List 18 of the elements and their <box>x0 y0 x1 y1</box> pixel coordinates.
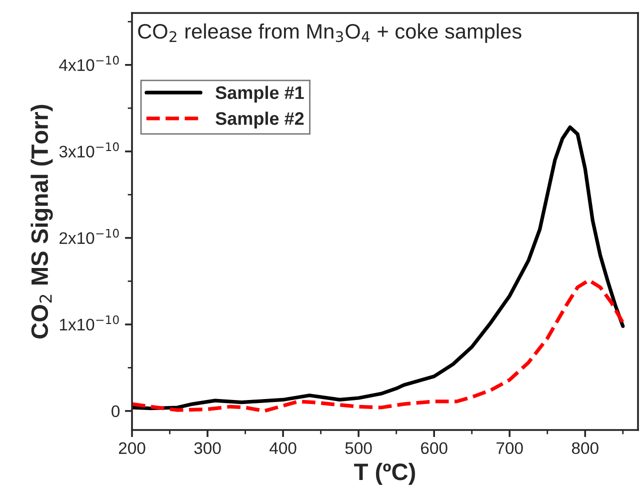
y-axis-title: CO$_{2}$ MS Signal (Torr) <box>30 104 53 338</box>
legend-label: Sample #1 <box>216 86 304 103</box>
x-tick-label: 700 <box>496 442 523 454</box>
y-tick-label: 3x10$^{−10}$ <box>59 142 119 158</box>
legend-label: Sample #2 <box>216 112 304 129</box>
x-tick-label: 500 <box>345 442 372 454</box>
x-tick-label: 400 <box>270 442 296 454</box>
y-tick-label: 0 <box>112 405 120 418</box>
y-tick-label: 1x10$^{−10}$ <box>60 315 119 331</box>
y-tick-label: 4x10$^{−10}$ <box>59 56 119 71</box>
x-tick-label: 800 <box>572 442 598 454</box>
x-tick-label: 200 <box>118 442 146 454</box>
chart-title: CO$_{2}$ release from Mn$_{3}$O$_{4}$ + coke samples <box>138 23 522 43</box>
x-tick-label: 300 <box>194 442 221 454</box>
y-tick-label: 2x10$^{−10}$ <box>60 228 119 244</box>
x-axis-title: T (ºC) <box>354 462 416 485</box>
x-tick-label: 600 <box>421 442 448 454</box>
line-series <box>132 278 625 413</box>
